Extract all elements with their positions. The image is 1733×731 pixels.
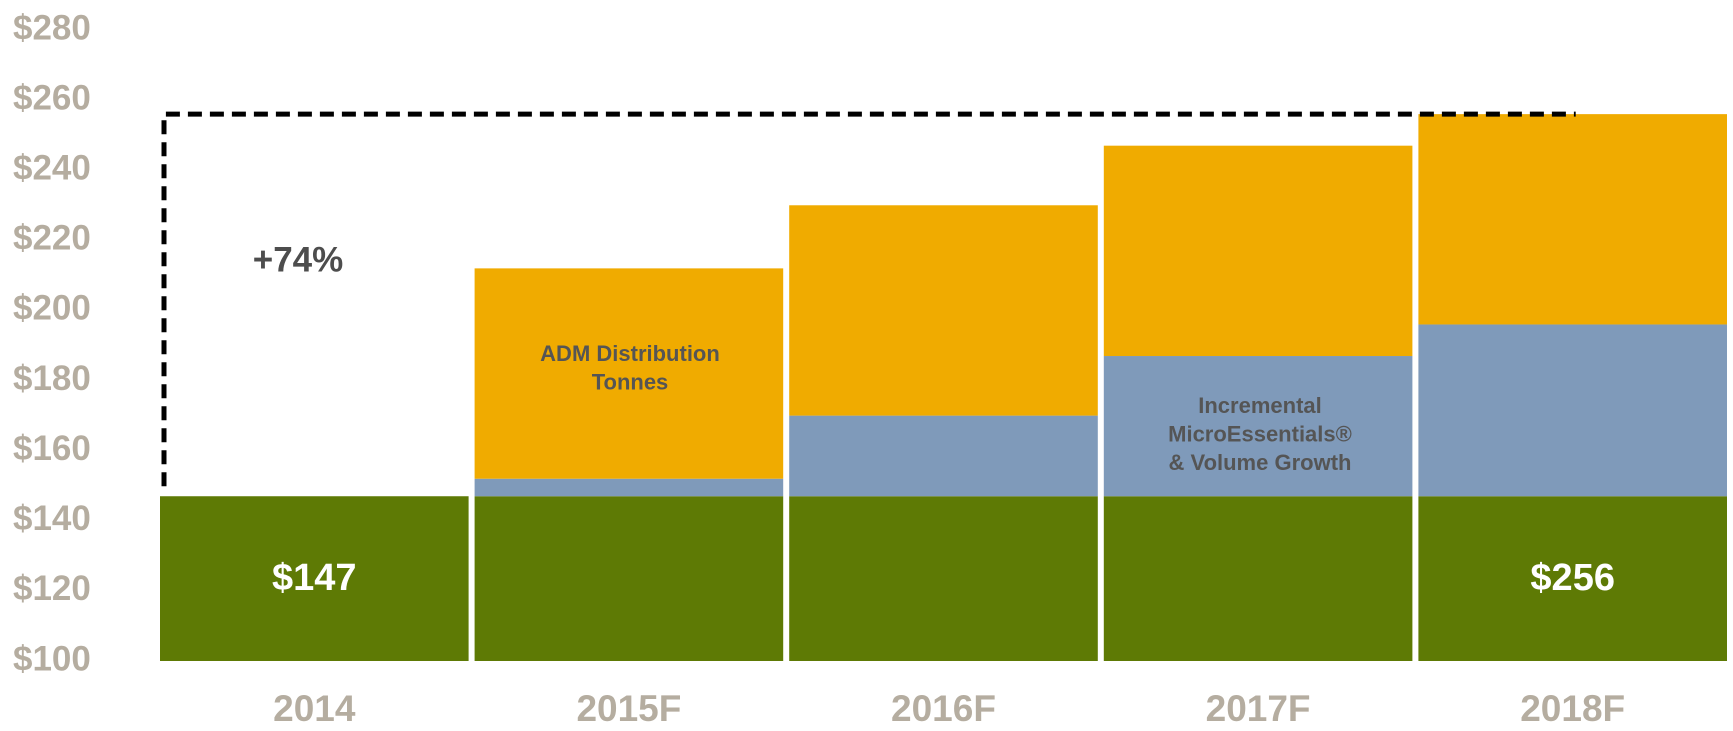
y-tick-label: $100 xyxy=(13,639,91,678)
bar-segment xyxy=(474,478,784,497)
bar-segment xyxy=(1418,114,1727,325)
x-tick-label: 2016F xyxy=(891,688,996,729)
y-tick-label: $260 xyxy=(13,78,91,117)
bar-segment xyxy=(160,496,469,661)
bar-segment xyxy=(789,496,1098,661)
y-tick-label: $140 xyxy=(13,499,91,538)
y-tick-label: $200 xyxy=(13,289,91,328)
y-tick-label: $280 xyxy=(13,8,91,47)
series-label: ADM Distribution xyxy=(540,341,720,366)
series-label: MicroEssentials® xyxy=(1168,421,1352,446)
x-tick-label: 2014 xyxy=(273,688,356,729)
bar-segment xyxy=(474,496,784,661)
y-tick-label: $180 xyxy=(13,359,91,398)
x-tick-label: 2015F xyxy=(576,688,681,729)
y-tick-label: $160 xyxy=(13,429,91,468)
series-label: & Volume Growth xyxy=(1169,450,1352,475)
total-label: $147 xyxy=(272,557,357,599)
y-tick-label: $240 xyxy=(13,148,91,187)
y-tick-label: $220 xyxy=(13,219,91,258)
bar-segment xyxy=(1418,496,1727,661)
bar-segment xyxy=(1418,324,1727,497)
bar-segment xyxy=(1103,356,1413,497)
bar-segment xyxy=(789,415,1098,497)
series-label: Tonnes xyxy=(592,369,669,394)
x-tick-label: 2017F xyxy=(1206,688,1311,729)
y-tick-label: $120 xyxy=(13,569,91,608)
bar-segment xyxy=(1103,496,1413,661)
x-tick-label: 2018F xyxy=(1520,688,1625,729)
bar-segment xyxy=(789,205,1098,416)
bar-segment xyxy=(474,268,784,479)
growth-annotation: +74% xyxy=(253,240,344,279)
total-label: $256 xyxy=(1530,557,1615,599)
bar-segment xyxy=(1103,145,1413,357)
series-label: Incremental xyxy=(1198,393,1322,418)
